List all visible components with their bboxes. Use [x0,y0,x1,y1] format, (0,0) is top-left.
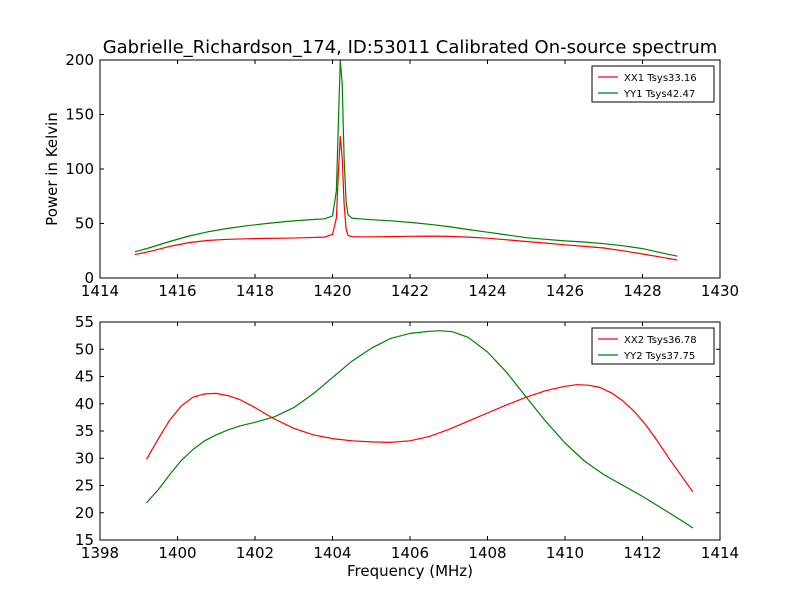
x-tick-label: 1416 [158,282,196,300]
legend-box [591,327,715,365]
y-tick-label: 35 [75,422,94,440]
series-line-1 [134,135,678,261]
y-tick-label: 45 [75,368,94,386]
y-tick-label: 100 [65,160,94,178]
x-tick-label: 1412 [623,544,661,562]
x-tick-label: 1414 [701,544,739,562]
y-tick-label: 150 [65,106,94,124]
x-tick-label: 1428 [623,282,661,300]
y-tick-label: 50 [75,340,94,358]
x-tick-label: 1400 [158,544,196,562]
y-tick-label: 30 [75,449,94,467]
x-tick-label: 1410 [546,544,584,562]
y-tick-label: 50 [75,215,94,233]
x-tick-label: 1398 [81,544,119,562]
bottom-axes: 1398 1400 1402 1404 1406 1408 1410 1412 1414 15 20… [75,313,739,562]
figure-title: Gabrielle_Richardson_174, ID:53011 Calib… [103,37,718,58]
y-tick-label: 55 [75,313,94,331]
x-tick-label: 1420 [313,282,351,300]
x-tick-label: 1418 [236,282,274,300]
x-axis-label: Frequency (MHz) [347,562,473,580]
x-tick-label: 1406 [391,544,429,562]
x-tick-label: 1424 [468,282,506,300]
legend-label: YY2 Tsys37.75 [623,351,695,362]
x-tick-label: 1426 [546,282,584,300]
top-axes: 1414 1416 1418 1420 1422 1424 1426 1428 1430 0 50 1… [43,51,739,300]
y-tick-label: 200 [65,51,94,69]
legend-label: YY1 Tsys42.47 [623,89,695,100]
series-line-2 [146,330,694,529]
x-tick-label: 1414 [81,282,119,300]
y-tick-label: 40 [75,395,94,413]
y-tick-label: 0 [84,269,94,287]
y-tick-label: 15 [75,531,94,549]
series-line-1 [145,384,694,493]
y-axis-label: Power in Kelvin [43,112,61,226]
x-tick-label: 1408 [468,544,506,562]
legend-box [591,65,715,103]
x-tick-label: 1430 [701,282,739,300]
x-tick-label: 1402 [236,544,274,562]
legend-label: XX2 Tsys36.78 [624,335,697,346]
series-line-2 [134,59,678,257]
y-tick-label: 20 [75,504,94,522]
legend-label: XX1 Tsys33.16 [624,73,697,84]
x-tick-label: 1404 [313,544,351,562]
x-tick-label: 1422 [391,282,429,300]
y-tick-label: 25 [75,477,94,495]
